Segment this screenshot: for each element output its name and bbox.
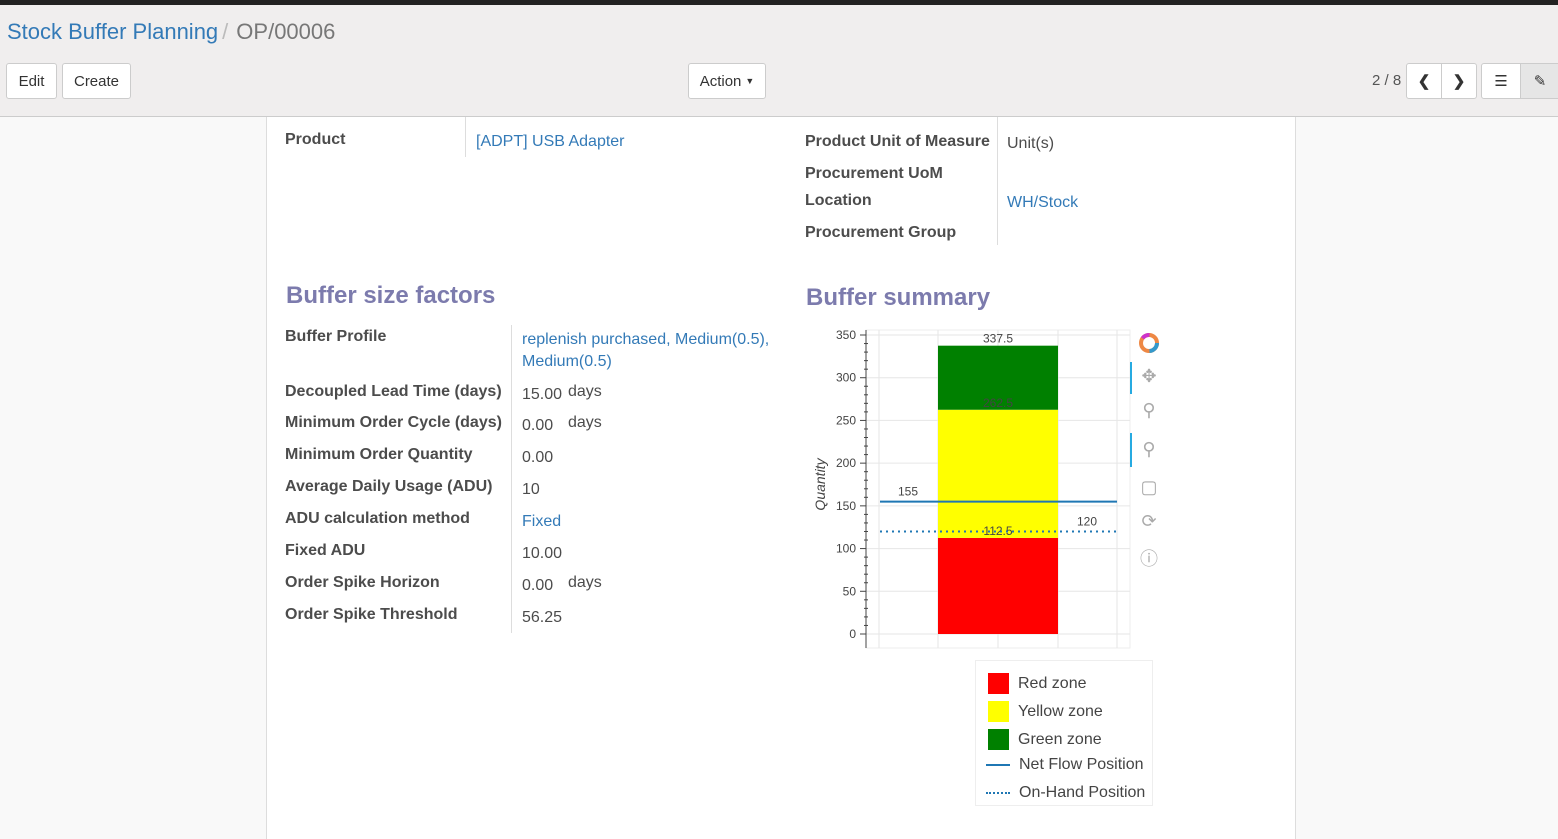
bar-yellow-zone xyxy=(938,409,1058,538)
factor-unit: days xyxy=(568,574,602,591)
factor-label: Order Spike Threshold xyxy=(285,606,458,623)
y-tick-label: 200 xyxy=(836,456,856,470)
wheel-zoom-icon[interactable]: ⚲ xyxy=(1142,439,1156,459)
location-link[interactable]: WH/Stock xyxy=(1007,194,1079,211)
factor-unit: days xyxy=(568,414,602,431)
bar-label: 337.5 xyxy=(983,332,1013,346)
buffer-chart: 112.5 262.5 337.5 0 50 100 150 200 250 300 350 Quan… xyxy=(812,328,1131,649)
previous-button[interactable]: ❮ xyxy=(1406,63,1442,99)
bar-green-zone xyxy=(938,345,1058,410)
factor-value[interactable]: replenish purchased, Medium(0.5), xyxy=(522,331,770,348)
box-zoom-icon[interactable]: ⚲ xyxy=(1142,400,1156,420)
bar-label: 262.5 xyxy=(983,396,1013,410)
legend-green-zone: Green zone xyxy=(988,729,1102,750)
procurement-group-label: Procurement Group xyxy=(805,224,957,241)
factor-label: Minimum Order Cycle (days) xyxy=(285,414,502,431)
y-axis-label: Quantity xyxy=(812,457,828,510)
factor-label: Fixed ADU xyxy=(285,542,366,559)
factor-label: Buffer Profile xyxy=(285,328,387,345)
legend-yellow-zone: Yellow zone xyxy=(988,701,1103,722)
help-icon[interactable]: ⓘ xyxy=(1140,549,1158,569)
breadcrumb-current: OP/00006 xyxy=(236,19,336,44)
y-tick-label: 0 xyxy=(849,627,856,641)
top-bar xyxy=(0,0,1558,5)
buffer-size-factors-title: Buffer size factors xyxy=(286,282,496,309)
uom-label: Product Unit of Measure xyxy=(805,133,990,150)
factor-value: 10 xyxy=(522,481,540,498)
chevron-left-icon: ❮ xyxy=(1417,73,1431,90)
factor-label: Decoupled Lead Time (days) xyxy=(285,383,502,400)
caret-down-icon: ▼ xyxy=(745,76,755,86)
factor-value: 0.00 xyxy=(522,449,554,466)
factor-value[interactable]: Fixed xyxy=(522,513,562,530)
edit-form-icon: ✎ xyxy=(1533,73,1547,90)
factor-value: 0.00 xyxy=(522,577,554,594)
y-tick-label: 50 xyxy=(843,584,857,598)
bar-label: 112.5 xyxy=(983,524,1012,538)
legend-net-flow: Net Flow Position xyxy=(986,756,1144,774)
chevron-right-icon: ❯ xyxy=(1452,73,1466,90)
breadcrumb-parent[interactable]: Stock Buffer Planning xyxy=(7,19,219,44)
factor-label: Order Spike Horizon xyxy=(285,574,440,591)
legend-red-zone: Red zone xyxy=(988,673,1087,694)
buffer-summary-title: Buffer summary xyxy=(806,284,991,311)
factor-value-2[interactable]: Medium(0.5) xyxy=(522,353,612,370)
factor-label: Average Daily Usage (ADU) xyxy=(285,478,493,495)
y-tick-label: 100 xyxy=(836,542,856,556)
factor-value: 10.00 xyxy=(522,545,563,562)
chart-legend: Red zone Yellow zone Green zone Net Flow… xyxy=(975,660,1153,806)
breadcrumb: Stock Buffer Planning / OP/00006 xyxy=(7,19,336,44)
control-panel: Stock Buffer Planning / OP/00006 xyxy=(0,5,1558,117)
action-dropdown[interactable]: Action ▼ xyxy=(688,63,766,99)
list-view-button[interactable]: ☰ xyxy=(1481,63,1521,99)
reset-icon[interactable]: ⟳ xyxy=(1141,511,1157,531)
y-tick-label: 350 xyxy=(836,328,856,342)
factor-value: 0.00 xyxy=(522,417,554,434)
next-button[interactable]: ❯ xyxy=(1441,63,1477,99)
bokeh-logo-icon[interactable] xyxy=(1138,332,1160,354)
list-icon: ☰ xyxy=(1494,73,1508,90)
create-button[interactable]: Create xyxy=(62,63,131,99)
action-label: Action xyxy=(699,72,742,90)
factor-value: 56.25 xyxy=(522,609,563,626)
location-label: Location xyxy=(805,192,872,209)
pager-value: 2 / 8 xyxy=(1372,72,1402,89)
factor-label: ADU calculation method xyxy=(285,510,470,527)
form-view-button[interactable]: ✎ xyxy=(1520,63,1558,99)
save-icon[interactable]: ▢ xyxy=(1140,477,1158,497)
uom-value: Unit(s) xyxy=(1007,135,1055,152)
product-link[interactable]: [ADPT] USB Adapter xyxy=(476,133,625,150)
y-tick-label: 300 xyxy=(836,371,856,385)
y-tick-label: 250 xyxy=(836,413,856,427)
procurement-uom-label: Procurement UoM xyxy=(805,165,943,182)
edit-button[interactable]: Edit xyxy=(6,63,57,99)
factor-label: Minimum Order Quantity xyxy=(285,446,473,463)
factor-value: 15.00 xyxy=(522,386,563,403)
net-flow-label: 155 xyxy=(898,485,918,499)
pan-icon[interactable]: ✥ xyxy=(1141,366,1157,386)
y-tick-label: 150 xyxy=(836,499,856,513)
bar-red-zone xyxy=(938,537,1058,634)
product-label: Product xyxy=(285,131,346,148)
legend-on-hand: On-Hand Position xyxy=(986,784,1145,802)
factor-unit: days xyxy=(568,383,602,400)
on-hand-label: 120 xyxy=(1077,514,1097,528)
